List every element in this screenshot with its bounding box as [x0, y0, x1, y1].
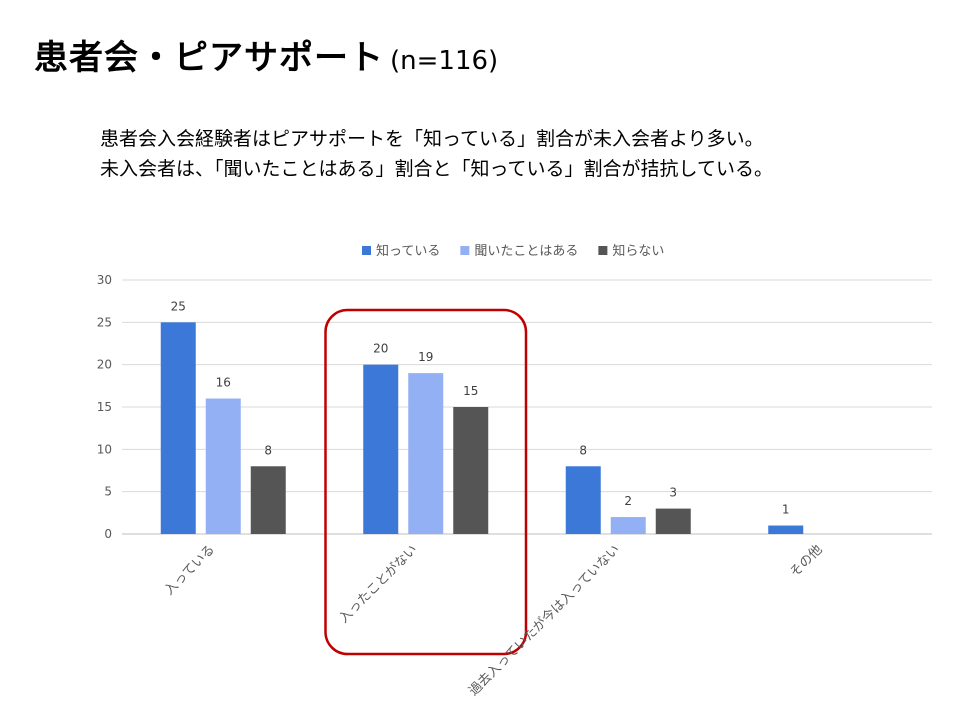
data-label: 20: [373, 342, 388, 356]
y-tick-label: 15: [97, 400, 112, 414]
x-category-label: 過去入っていたが今は入っていない: [466, 542, 623, 699]
legend-swatch: [598, 246, 608, 255]
x-category-label: 入っている: [162, 542, 218, 598]
y-tick-label: 20: [97, 358, 112, 372]
data-label: 15: [463, 384, 478, 398]
bar: [205, 398, 241, 534]
bar: [363, 364, 399, 534]
data-label: 3: [669, 486, 677, 500]
data-label: 1: [782, 503, 790, 517]
legend-label: 聞いたことはある: [474, 244, 578, 259]
highlight-box: [324, 308, 528, 656]
slide-title-text: 患者会・ピアサポート: [34, 38, 384, 78]
bar: [655, 508, 691, 534]
summary-text: 患者会入会経験者はピアサポートを「知っている」割合が未入会者より多い。 未入会者…: [100, 124, 773, 184]
x-category-label: 入ったことがない: [336, 542, 420, 626]
data-label: 8: [579, 443, 587, 457]
data-label: 25: [171, 299, 186, 313]
bar: [160, 322, 196, 534]
legend-label: 知らない: [612, 243, 664, 259]
data-label: 19: [418, 350, 433, 364]
bar: [408, 373, 444, 534]
legend-swatch: [460, 246, 470, 255]
y-tick-label: 30: [97, 273, 112, 287]
legend-swatch: [362, 246, 371, 255]
y-tick-label: 25: [97, 315, 112, 329]
data-label: 16: [216, 376, 231, 390]
data-label: 8: [264, 443, 272, 457]
sample-size-label: (n=116): [390, 46, 499, 76]
y-tick-label: 5: [104, 485, 112, 499]
y-tick-label: 10: [97, 442, 112, 456]
bar: [768, 525, 804, 534]
slide-title: 患者会・ピアサポート (n=116): [34, 30, 498, 79]
x-category-label: その他: [787, 542, 825, 580]
bar: [565, 466, 601, 534]
y-tick-label: 0: [104, 527, 112, 541]
legend-label: 知っている: [376, 243, 440, 259]
bar: [610, 517, 646, 534]
bar: [250, 466, 286, 534]
data-label: 2: [624, 494, 632, 508]
summary-line-2: 未入会者は、「聞いたことはある」割合と「知っている」割合が拮抗している。: [100, 158, 773, 180]
summary-line-1: 患者会入会経験者はピアサポートを「知っている」割合が未入会者より多い。: [100, 128, 764, 150]
bar: [453, 407, 489, 534]
